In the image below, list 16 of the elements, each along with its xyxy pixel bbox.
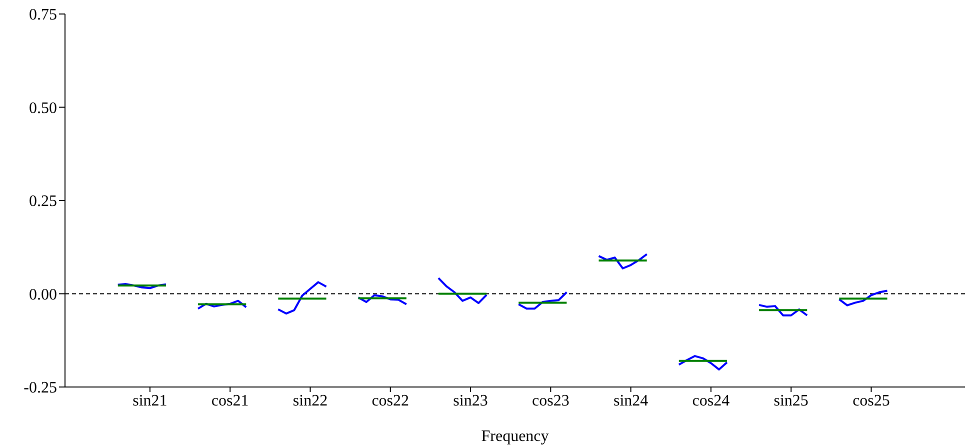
x-tick-label: sin25 (774, 392, 808, 410)
x-tick-label: sin23 (453, 392, 488, 410)
y-tick-label: 0.00 (29, 286, 57, 304)
y-tick-label: 0.25 (29, 193, 57, 210)
x-tick-label: sin22 (292, 392, 328, 410)
x-tick-label: cos23 (532, 392, 570, 410)
x-tick-label: cos25 (852, 392, 890, 410)
y-tick-label: 0.75 (29, 6, 57, 24)
x-tick-label: cos21 (211, 392, 249, 410)
x-tick-label: sin21 (132, 392, 168, 410)
x-tick-label: sin24 (613, 392, 648, 410)
y-tick-label: -0.25 (24, 380, 57, 397)
x-tick-label: cos22 (372, 392, 410, 410)
x-tick-label: cos24 (692, 392, 730, 410)
y-tick-label: 0.50 (29, 100, 57, 117)
x-axis-title: Frequency (481, 428, 549, 445)
